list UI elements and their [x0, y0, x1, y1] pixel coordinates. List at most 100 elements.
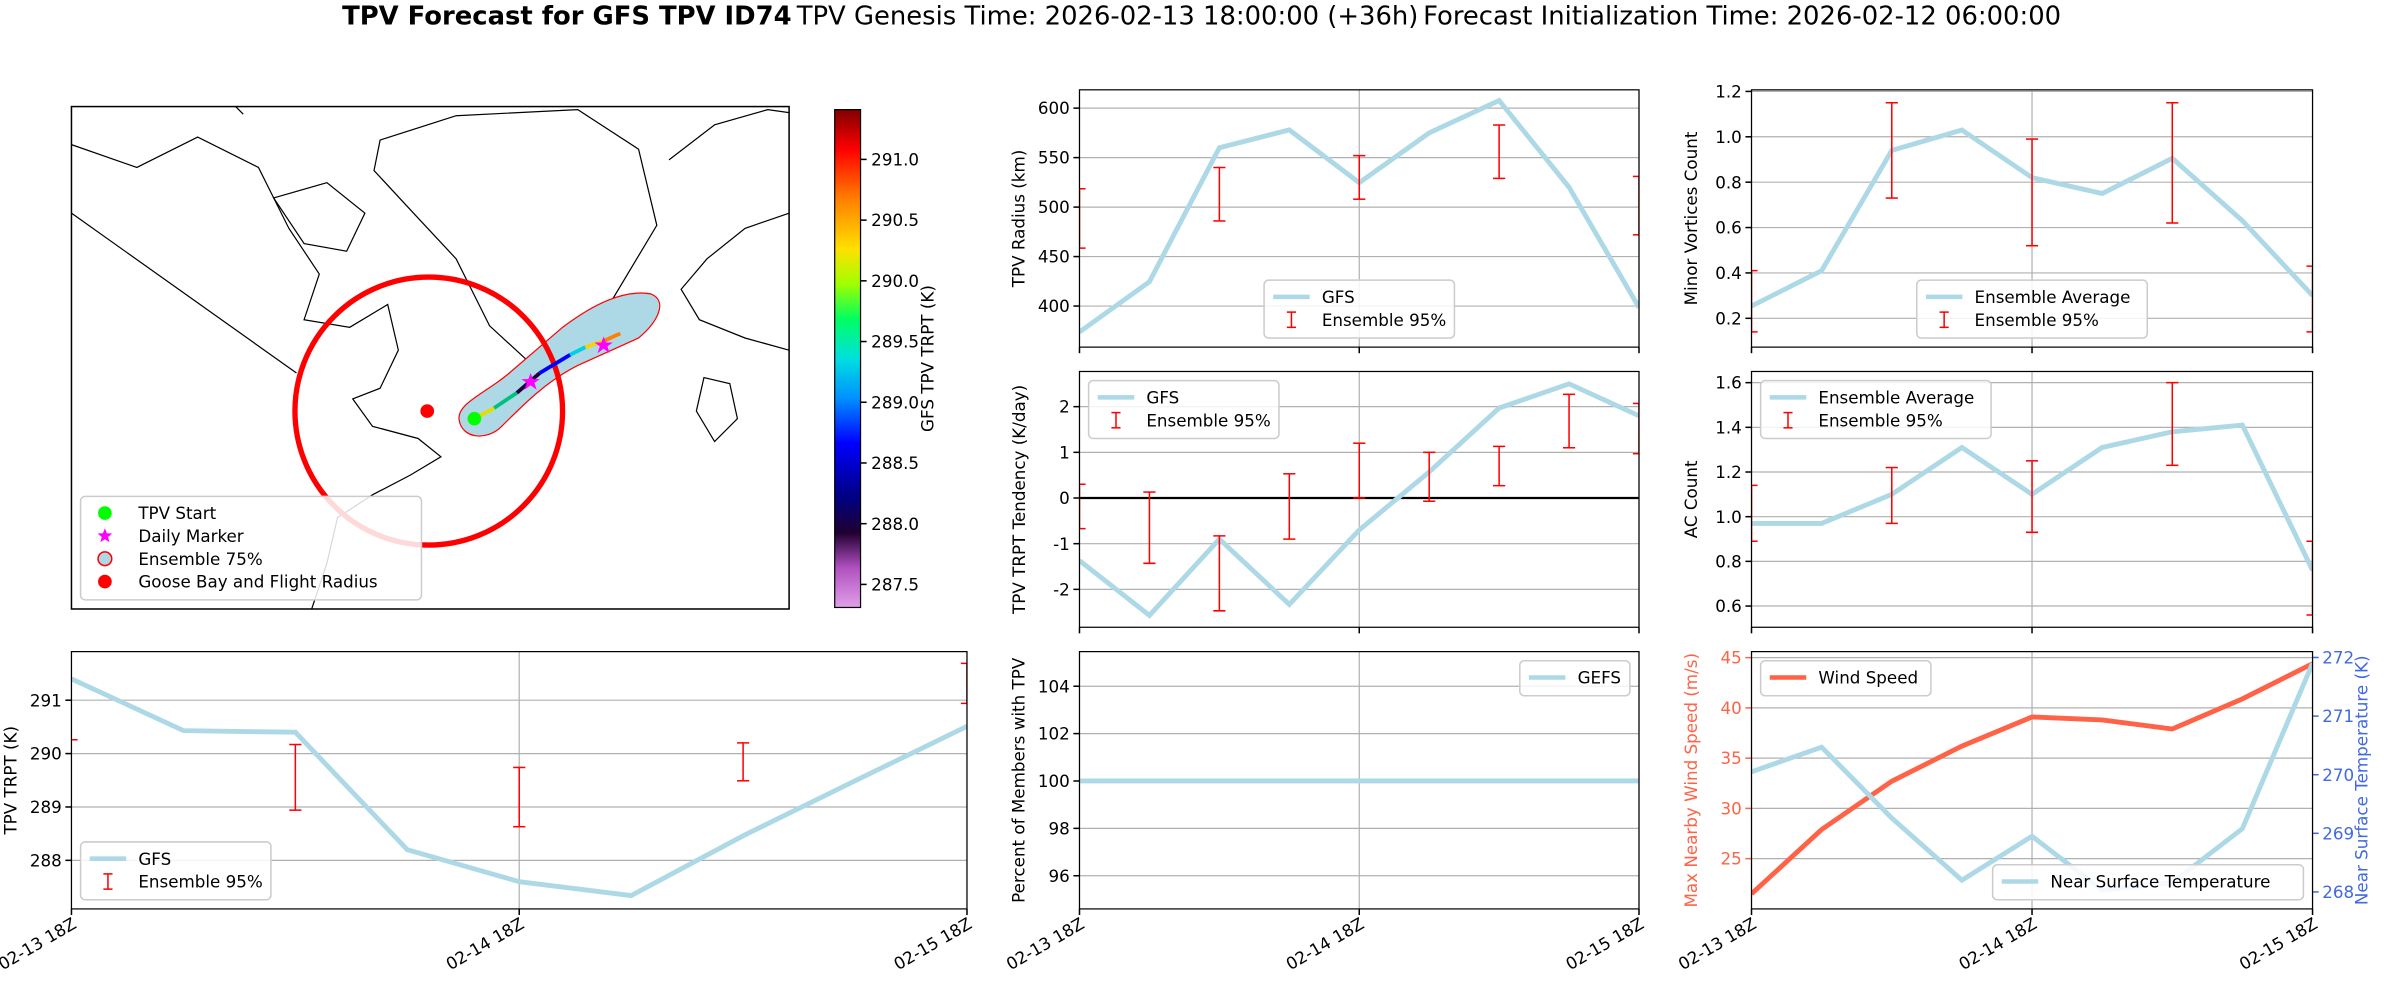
- y-axis-label: TPV TRPT (K): [1, 726, 21, 836]
- x-tick-label: 02-13 18Z: [0, 913, 80, 974]
- y-tick-label: 291: [30, 690, 62, 710]
- coastline: [695, 376, 739, 443]
- y-axis-label: AC Count: [1681, 460, 1701, 538]
- y-axis-label: Max Nearby Wind Speed (m/s): [1681, 653, 1701, 908]
- coastline: [272, 182, 366, 252]
- legend-box: [1916, 279, 2149, 339]
- y-tick-label: 400: [1038, 296, 1070, 316]
- axes-frame: [1078, 89, 1640, 348]
- daily-marker: [521, 373, 540, 390]
- legend-box: [1991, 864, 2305, 901]
- legend-box: [1759, 659, 1932, 697]
- y-axis-label: TPV Radius (km): [1009, 150, 1029, 289]
- legend-label: GEFS: [1578, 668, 1621, 688]
- y-tick-label: 104: [1038, 676, 1070, 696]
- axes-frame: [1750, 370, 2314, 628]
- track: [569, 345, 587, 357]
- x-tick-label: 02-14 18Z: [1955, 913, 2040, 974]
- y-tick-label: 35: [1721, 748, 1742, 768]
- legend-box: [79, 841, 272, 901]
- colorbar: [834, 109, 862, 609]
- legend-box: [1519, 659, 1631, 697]
- y-tick-label: 30: [1721, 798, 1742, 818]
- x-tick-label: 02-14 18Z: [442, 913, 527, 974]
- y-axis-label: Percent of Members with TPV: [1009, 657, 1029, 903]
- map-layer: [71, 106, 790, 609]
- y-tick-label: 269: [2322, 823, 2354, 843]
- subtitle: Forecast Initialization Time: 2026-02-12…: [1423, 1, 2061, 31]
- x-tick-label: 02-14 18Z: [1282, 913, 1367, 974]
- y-tick-label: 40: [1721, 698, 1742, 718]
- y-tick-label: 102: [1038, 724, 1070, 744]
- colorbar-label: GFS TPV TRPT (K): [918, 285, 938, 432]
- track: [493, 391, 518, 410]
- legend-swatch: [98, 574, 112, 589]
- axes-frame: [1078, 370, 1640, 628]
- y-tick-label: -1: [1053, 534, 1070, 554]
- track: [538, 353, 572, 375]
- colorbar-tick-label: 289.0: [871, 392, 919, 412]
- axes-frame: [70, 651, 968, 910]
- legend-label: Goose Bay and Flight Radius: [138, 572, 377, 592]
- legend-label: Daily Marker: [138, 526, 243, 546]
- series-line: [1079, 381, 1639, 619]
- legend-label: Ensemble 95%: [1146, 410, 1270, 430]
- x-tick-label: 02-13 18Z: [1675, 913, 1760, 974]
- y-tick-label: 272: [2322, 648, 2354, 668]
- y-tick-label: -2: [1053, 579, 1070, 599]
- daily-marker: [594, 336, 613, 354]
- y-tick-label: 289: [30, 797, 62, 817]
- subtitle: TPV Genesis Time: 2026-02-13 18:00:00 (+…: [796, 1, 1419, 31]
- legend-label: Ensemble 95%: [138, 872, 262, 892]
- y-tick-label: 550: [1038, 148, 1070, 168]
- legend-label: Near Surface Temperature: [2050, 872, 2270, 892]
- colorbar-tick-label: 288.5: [871, 453, 919, 473]
- coastline: [71, 136, 442, 609]
- y-tick-label: 1.4: [1715, 417, 1742, 437]
- legend-label: Ensemble Average: [1975, 287, 2131, 307]
- axes-frame: [1078, 651, 1640, 910]
- y-tick-label: 1.6: [1715, 373, 1742, 393]
- track: [602, 331, 622, 343]
- track: [584, 339, 605, 349]
- series-line: [1751, 661, 2313, 896]
- y-tick-label: 271: [2322, 706, 2354, 726]
- legend-box: [79, 495, 423, 601]
- y-tick-label: 600: [1038, 98, 1070, 118]
- legend-box: [1759, 379, 1992, 440]
- y-tick-label: 1: [1059, 442, 1070, 462]
- legend-label: GFS: [1322, 287, 1355, 307]
- y-tick-label: 290: [30, 744, 62, 764]
- coastline: [71, 212, 297, 374]
- y-tick-label: 0.8: [1715, 172, 1742, 192]
- axes-frame: [1750, 651, 2314, 910]
- legend-label: Ensemble 95%: [1818, 410, 1942, 430]
- y-tick-label: 268: [2322, 882, 2354, 902]
- y-tick-label: 25: [1721, 849, 1742, 869]
- y-tick-label: 500: [1038, 197, 1070, 217]
- y-tick-label: 0.4: [1715, 263, 1742, 283]
- y-tick-label: 1.0: [1715, 127, 1742, 147]
- y-tick-label: 288: [30, 850, 62, 870]
- y-tick-label: 2: [1059, 397, 1070, 417]
- y-tick-label: 100: [1038, 771, 1070, 791]
- y-tick-label: 98: [1048, 818, 1069, 838]
- colorbar-tick-label: 290.0: [871, 271, 919, 291]
- axes-frame: [1750, 89, 2314, 348]
- y-axis-label: TPV TRPT Tendency (K/day): [1009, 385, 1029, 615]
- legend-label: GFS: [138, 849, 171, 869]
- y-tick-label: 270: [2322, 765, 2354, 785]
- x-tick-label: 02-15 18Z: [1562, 913, 1647, 974]
- y-tick-label: 0.6: [1715, 596, 1742, 616]
- ensemble-75-area: [458, 292, 661, 437]
- series-line: [71, 676, 967, 899]
- x-tick-label: 02-13 18Z: [1003, 913, 1088, 974]
- coastline: [668, 108, 790, 351]
- colorbar-tick-label: 289.5: [871, 332, 919, 352]
- legend-label: Ensemble 75%: [138, 549, 262, 569]
- legend-swatch: [98, 506, 112, 520]
- y-axis-label: Minor Vortices Count: [1681, 131, 1701, 305]
- y-tick-label: 0.8: [1715, 551, 1742, 571]
- goose-bay: [420, 404, 435, 418]
